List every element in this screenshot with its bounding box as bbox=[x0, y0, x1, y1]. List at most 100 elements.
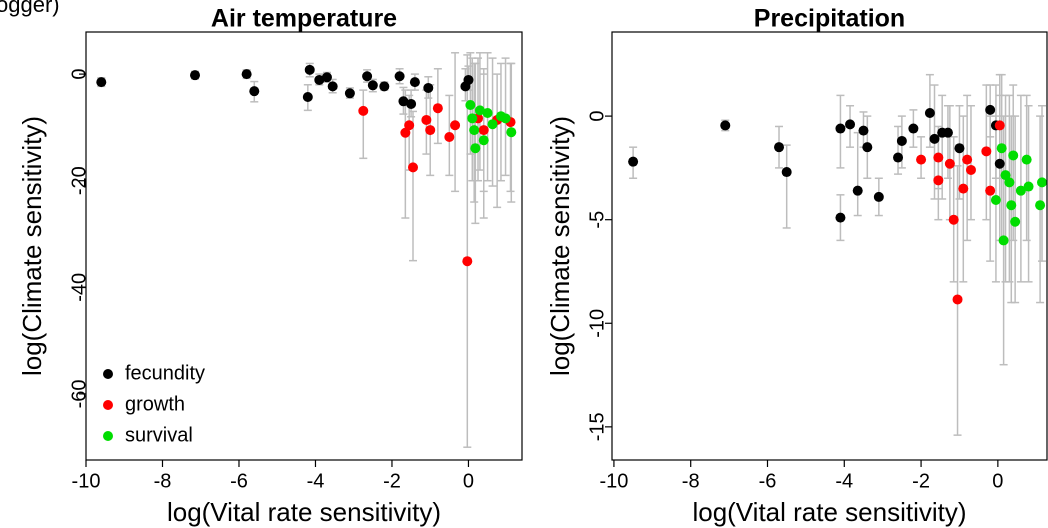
legend-label: survival bbox=[125, 424, 193, 446]
point bbox=[406, 98, 417, 109]
point bbox=[506, 127, 517, 138]
point bbox=[304, 64, 315, 75]
x-tick-label: -6 bbox=[230, 470, 248, 492]
point bbox=[425, 125, 436, 136]
point bbox=[500, 113, 511, 124]
panel: Precipitation log(Vital rate sensitivity)… bbox=[545, 5, 1048, 527]
panel: Air temperature log(Vital rate sensitivit… bbox=[17, 5, 523, 527]
y-tick-label: 0 bbox=[68, 69, 90, 80]
point bbox=[1006, 200, 1017, 211]
point bbox=[873, 191, 884, 202]
point bbox=[474, 105, 485, 116]
point bbox=[249, 86, 260, 97]
point bbox=[1008, 150, 1019, 161]
panel-title: Precipitation bbox=[754, 5, 905, 33]
point bbox=[190, 70, 200, 81]
point bbox=[933, 175, 944, 186]
plot-frame bbox=[85, 31, 523, 461]
panel-title: Air temperature bbox=[211, 5, 397, 33]
legend-label: growth bbox=[125, 393, 185, 415]
point bbox=[896, 135, 907, 146]
x-tick-label: 0 bbox=[463, 470, 474, 492]
point bbox=[958, 183, 969, 194]
point bbox=[933, 152, 944, 163]
point bbox=[394, 71, 405, 82]
point bbox=[362, 71, 373, 82]
point bbox=[835, 123, 846, 134]
plot-frame bbox=[611, 31, 1048, 461]
point bbox=[893, 152, 904, 163]
point bbox=[942, 127, 953, 138]
point bbox=[924, 108, 935, 119]
point bbox=[985, 185, 996, 196]
x-tick-label: -8 bbox=[154, 470, 172, 492]
x-tick-label: -4 bbox=[307, 470, 325, 492]
x-tick-label: -10 bbox=[72, 470, 101, 492]
point bbox=[916, 154, 927, 165]
point bbox=[379, 81, 390, 92]
point bbox=[302, 92, 313, 103]
y-tick-label: -60 bbox=[68, 379, 90, 408]
point bbox=[408, 162, 418, 173]
point bbox=[367, 80, 378, 91]
point bbox=[409, 77, 420, 88]
point bbox=[450, 120, 461, 131]
point bbox=[1004, 177, 1015, 188]
point bbox=[948, 214, 959, 225]
x-tick-label: -6 bbox=[759, 470, 777, 492]
point bbox=[996, 143, 1007, 154]
point bbox=[487, 119, 498, 130]
x-tick-label: 0 bbox=[992, 470, 1003, 492]
point bbox=[981, 146, 992, 157]
point bbox=[862, 142, 873, 153]
point bbox=[954, 143, 965, 154]
point bbox=[465, 100, 476, 111]
point bbox=[423, 82, 434, 93]
point bbox=[358, 105, 369, 116]
point bbox=[404, 120, 415, 131]
point bbox=[1010, 216, 1021, 227]
point bbox=[432, 103, 443, 114]
point bbox=[1037, 177, 1048, 188]
point bbox=[400, 127, 411, 138]
y-tick-label: -15 bbox=[586, 412, 608, 441]
y-tick-label: 0 bbox=[586, 111, 608, 122]
point bbox=[985, 104, 996, 115]
point bbox=[467, 113, 478, 124]
point bbox=[908, 123, 919, 134]
legend-label: fecundity bbox=[125, 362, 205, 384]
point bbox=[781, 167, 792, 178]
point bbox=[952, 294, 963, 305]
point bbox=[421, 114, 432, 125]
point bbox=[965, 164, 976, 175]
x-tick-label: -10 bbox=[599, 470, 628, 492]
legend-swatch bbox=[103, 431, 113, 441]
y-tick-label: -10 bbox=[586, 309, 608, 338]
point bbox=[241, 69, 252, 80]
point bbox=[444, 132, 455, 143]
point bbox=[478, 125, 489, 136]
point bbox=[314, 74, 325, 85]
y-axis-title: log(Climate sensitivity) bbox=[545, 116, 575, 376]
point bbox=[990, 195, 1001, 206]
point bbox=[478, 135, 489, 146]
point bbox=[96, 77, 107, 88]
point bbox=[469, 125, 480, 136]
legend-swatch bbox=[103, 400, 113, 410]
point bbox=[327, 81, 338, 92]
point bbox=[858, 125, 869, 136]
y-tick-label: -20 bbox=[68, 166, 90, 195]
point bbox=[470, 143, 481, 154]
point bbox=[321, 72, 332, 83]
x-tick-label: -8 bbox=[682, 470, 700, 492]
point bbox=[998, 235, 1009, 246]
point bbox=[628, 156, 639, 167]
x-axis-title: log(Vital rate sensitivity) bbox=[692, 497, 966, 527]
x-tick-label: -2 bbox=[383, 470, 401, 492]
point bbox=[1015, 185, 1026, 196]
legend-swatch bbox=[103, 369, 113, 379]
legend: fecundity growth survival bbox=[103, 362, 205, 446]
point bbox=[845, 119, 856, 130]
header-fragment: ogger) bbox=[0, 0, 60, 17]
